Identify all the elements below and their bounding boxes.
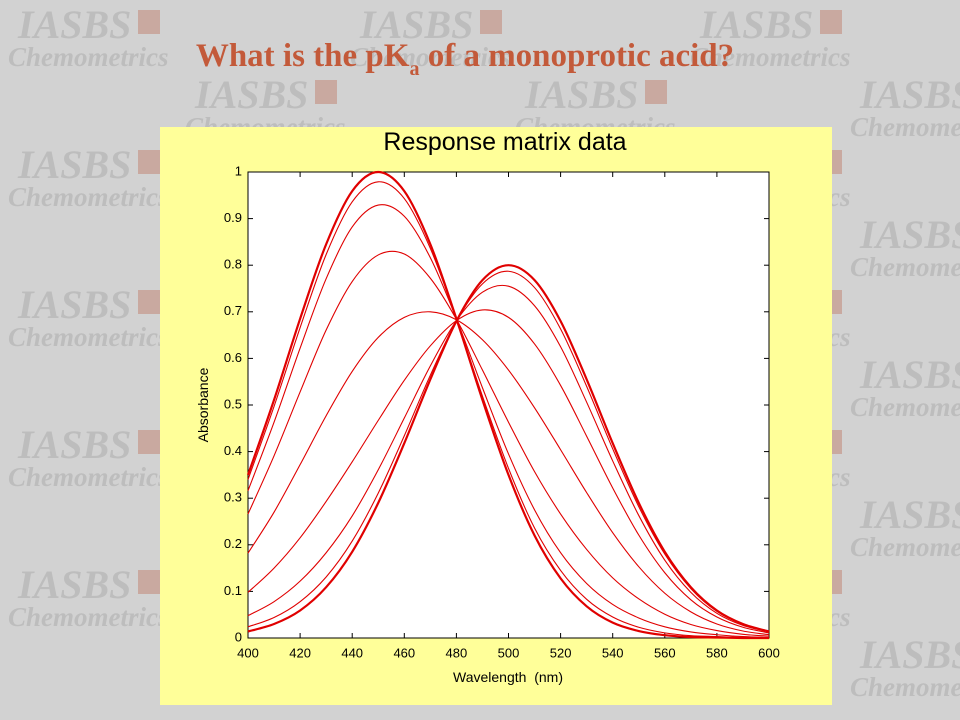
title-rest: of a monoprotic acid?: [419, 38, 734, 74]
y-tick-label: 0.7: [224, 303, 242, 318]
watermark-logo: IASBS: [524, 72, 638, 117]
watermark-logo: IASBS: [859, 632, 960, 677]
y-tick-label: 0.5: [224, 396, 242, 411]
slide-title: What is the pKa of a monoprotic acid?: [196, 38, 734, 80]
watermark-icon: [138, 570, 160, 594]
y-tick-label: 1: [235, 163, 242, 178]
x-tick-label: 600: [758, 645, 780, 660]
y-tick-label: 0.1: [224, 583, 242, 598]
watermark-name: Chemometrics: [8, 42, 169, 72]
spectrum-line: [247, 250, 770, 637]
watermark-logo: IASBS: [17, 282, 131, 327]
watermark-name: Chemometrics: [8, 322, 169, 352]
watermark-name: Chemometrics: [8, 462, 169, 492]
spectrum-line: [247, 181, 770, 639]
x-tick-label: 420: [289, 645, 311, 660]
watermark-logo: IASBS: [859, 352, 960, 397]
watermark-logo: IASBS: [859, 212, 960, 257]
y-tick-label: 0.4: [224, 443, 242, 458]
spectrum-line: [247, 284, 770, 633]
y-tick-label: 0.6: [224, 350, 242, 365]
watermark-icon: [138, 430, 160, 454]
watermark-logo: IASBS: [17, 562, 131, 607]
x-tick-label: 580: [706, 645, 728, 660]
watermark-name: Chemometrics: [850, 252, 960, 282]
x-tick-label: 440: [341, 645, 363, 660]
watermark-icon: [138, 10, 160, 34]
x-tick-label: 520: [550, 645, 572, 660]
watermark-name: Chemometrics: [850, 392, 960, 422]
x-axis-label: Wavelength (nm): [453, 669, 563, 685]
watermark-name: Chemometrics: [690, 42, 851, 72]
watermark-logo: IASBS: [859, 72, 960, 117]
watermark-name: Chemometrics: [350, 42, 511, 72]
spectrum-line: [247, 204, 770, 639]
x-tick-label: 400: [237, 645, 259, 660]
x-tick-label: 540: [602, 645, 624, 660]
x-tick-label: 480: [446, 645, 468, 660]
y-tick-label: 0.8: [224, 257, 242, 272]
title-text: What is the pK: [196, 38, 410, 74]
watermark-logo: IASBS: [699, 2, 813, 47]
chart-title: Response matrix data: [383, 128, 626, 156]
watermark-logo: IASBS: [17, 422, 131, 467]
y-tick-label: 0.2: [224, 536, 242, 551]
watermark-name: Chemometrics: [850, 112, 960, 142]
spectrum-line: [247, 264, 770, 633]
watermark-logo: IASBS: [17, 2, 131, 47]
spectrum-line: [247, 311, 770, 636]
x-tick-label: 500: [498, 645, 520, 660]
spectrum-line: [246, 170, 770, 640]
watermark-icon: [138, 290, 160, 314]
plot: 400 420 440 460 480 500 520 540 560 580 600 0 0.1 0.2…: [224, 163, 780, 660]
watermark-logo: IASBS: [859, 492, 960, 537]
y-tick-label: 0.9: [224, 210, 242, 225]
watermark-name: Chemometrics: [850, 532, 960, 562]
watermark-logo: IASBS: [359, 2, 473, 47]
x-tick-label: 560: [654, 645, 676, 660]
x-tick-label: 460: [393, 645, 415, 660]
y-tick-label: 0: [235, 629, 242, 644]
watermark-icon: [138, 150, 160, 174]
watermark-icon: [645, 80, 667, 104]
title-subscript: a: [409, 58, 419, 80]
watermark-icon: [315, 80, 337, 104]
watermark-icon: [480, 10, 502, 34]
watermark-icon: [820, 10, 842, 34]
plot-area: [247, 171, 770, 639]
y-axis-label: Absorbance: [195, 367, 211, 442]
watermark-logo: IASBS: [17, 142, 131, 187]
watermark-name: Chemometrics: [8, 182, 169, 212]
spectrum-line: [247, 309, 770, 634]
y-tick-label: 0.3: [224, 490, 242, 505]
watermark-name: Chemometrics: [8, 602, 169, 632]
watermark-logo: IASBS: [194, 72, 308, 117]
watermark-name: Chemometrics: [850, 672, 960, 702]
